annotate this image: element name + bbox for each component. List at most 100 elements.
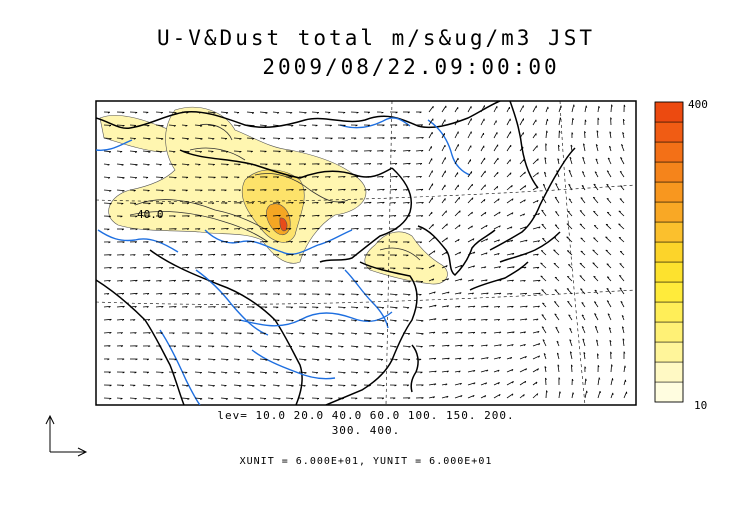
wind-arrow-head	[408, 294, 411, 296]
wind-arrow	[298, 189, 307, 191]
wind-arrow-head	[472, 331, 476, 334]
wind-arrow-head	[225, 267, 228, 269]
wind-arrow-head	[419, 294, 422, 296]
wind-arrow-head	[558, 130, 561, 133]
wind-arrow	[567, 301, 573, 308]
wind-arrow-head	[121, 384, 124, 387]
wind-arrow-head	[317, 280, 320, 283]
wind-arrow-head	[212, 385, 215, 387]
wind-arrow-head	[304, 227, 307, 230]
wind-arrow	[558, 105, 562, 113]
wind-arrow	[220, 293, 229, 295]
wind-arrow	[181, 397, 190, 400]
wind-arrow	[493, 144, 499, 152]
wind-arrow-head	[524, 381, 527, 384]
colorbar-segment	[654, 261, 684, 283]
wind-arrow	[181, 384, 189, 386]
wind-arrow-head	[290, 306, 293, 309]
wind-arrow-head	[621, 144, 624, 147]
wind-arrow	[272, 214, 281, 217]
wind-arrow-head	[198, 228, 201, 231]
wind-arrow	[584, 105, 587, 113]
wind-arrow-head	[185, 372, 188, 374]
wind-arrow	[441, 133, 445, 139]
colorbar-segment	[654, 181, 684, 203]
wind-arrow-head	[554, 301, 557, 303]
wind-arrow-head	[134, 151, 138, 153]
wind-arrow-head	[146, 306, 149, 308]
wind-arrow	[454, 264, 463, 269]
wind-arrow-head	[251, 228, 254, 230]
wind-arrow	[580, 250, 586, 256]
wind-arrow-head	[330, 267, 333, 270]
wind-arrow-head	[544, 157, 547, 160]
wind-arrow-head	[609, 131, 612, 134]
wind-arrow	[532, 213, 540, 217]
wind-arrow	[571, 118, 574, 126]
wind-arrow-head	[147, 254, 150, 256]
wind-arrow	[428, 170, 433, 178]
wind-arrow	[311, 241, 319, 243]
wind-arrow-head	[304, 125, 307, 127]
wind-arrow-head	[356, 163, 359, 165]
wind-arrow-head	[459, 383, 462, 385]
wind-arrow-head	[120, 215, 123, 218]
wind-arrow-head	[161, 125, 164, 127]
wind-arrow	[480, 118, 485, 126]
wind-arrow	[594, 313, 599, 321]
wind-arrow	[480, 132, 484, 139]
wind-arrow-head	[460, 344, 463, 347]
wind-arrow-head	[567, 276, 570, 278]
wind-arrow-head	[369, 214, 372, 217]
wind-arrow-head	[122, 190, 125, 192]
wind-arrow-head	[159, 280, 162, 282]
wind-arrow	[606, 300, 612, 308]
wind-arrow-head	[225, 241, 228, 243]
wind-arrow-head	[473, 318, 476, 321]
wind-arrow-head	[211, 280, 215, 282]
wind-arrow-head	[174, 241, 177, 243]
wind-arrow-head	[499, 279, 502, 282]
wind-arrow-head	[618, 210, 621, 212]
wind-arrow	[467, 118, 472, 126]
wind-arrow-head	[289, 346, 293, 348]
wind-arrow-head	[485, 279, 488, 282]
wind-arrow	[402, 306, 410, 308]
wind-arrow	[155, 293, 163, 295]
wind-arrow-head	[573, 104, 575, 107]
wind-arrow-head	[315, 254, 318, 257]
wind-arrow	[553, 301, 560, 308]
wind-arrow-head	[421, 137, 424, 139]
wind-arrow	[259, 371, 267, 374]
wind-arrow	[142, 254, 150, 256]
wind-arrow	[555, 211, 560, 217]
wind-arrow	[259, 384, 266, 386]
wind-arrow-head	[330, 397, 333, 400]
wind-arrow	[402, 215, 411, 217]
wind-arrow	[402, 293, 411, 295]
wind-arrow-head	[421, 202, 424, 204]
wind-arrow	[285, 189, 294, 191]
wind-arrow	[363, 201, 372, 204]
wind-arrow-head	[278, 333, 281, 335]
wind-arrow-head	[570, 144, 573, 147]
wind-arrow-head	[471, 211, 473, 215]
wind-arrow-head	[485, 252, 488, 255]
wind-arrow-head	[543, 183, 546, 186]
wind-arrow-head	[290, 112, 293, 114]
wind-arrow-head	[303, 280, 306, 283]
wind-arrow	[194, 241, 202, 243]
wind-arrow	[441, 210, 447, 217]
wind-arrow-head	[471, 344, 474, 347]
wind-arrow	[441, 395, 449, 399]
wind-arrow-head	[277, 293, 280, 296]
wind-arrow-head	[276, 241, 279, 243]
wind-arrow-head	[369, 137, 372, 140]
wind-arrow	[584, 131, 586, 139]
wind-arrow	[233, 266, 242, 269]
wind-arrow	[567, 210, 573, 217]
dust-shading	[99, 106, 448, 285]
wind-arrow-head	[211, 215, 214, 218]
colorbar-segment	[654, 221, 684, 243]
